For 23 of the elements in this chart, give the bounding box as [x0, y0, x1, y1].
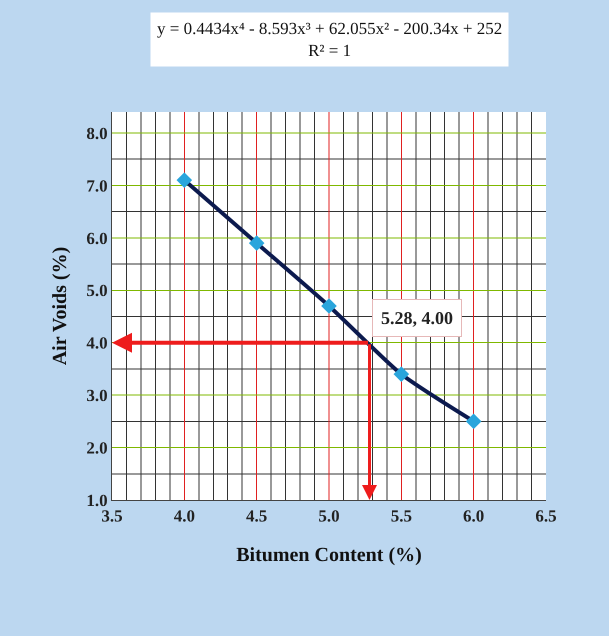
x-tick-label: 5.5 [390, 506, 412, 526]
x-tick-label: 6.5 [535, 506, 557, 526]
x-tick-label: 6.0 [463, 506, 484, 526]
y-tick-label: 5.0 [86, 281, 108, 300]
point [248, 235, 264, 251]
chart-title: y = 0.4434x⁴ - 8.593x³ + 62.055x² - 200.34x + 252 [157, 19, 502, 38]
y-tick-label: 2.0 [86, 438, 108, 458]
y-tick-label: 7.0 [86, 176, 108, 196]
point [394, 366, 410, 382]
x-tick-label: 4.5 [246, 506, 268, 526]
y-tick-label: 3.0 [86, 386, 108, 406]
y-tick-label: 8.0 [86, 124, 108, 143]
x-tick-label: 4.0 [174, 506, 195, 526]
point [176, 172, 192, 188]
annotation: 5.28, 4.00 [381, 308, 453, 328]
y-tick-label: 6.0 [86, 228, 108, 248]
y-tick-label: 4.0 [86, 334, 108, 353]
point [321, 298, 337, 314]
chart-subtitle: R² = 1 [308, 41, 352, 60]
point [466, 414, 482, 430]
y-axis-title: Air Voids (%) [48, 246, 71, 366]
x-tick-label: 5.0 [318, 506, 340, 526]
x-axis-title: Bitumen Content (%) [236, 544, 422, 566]
